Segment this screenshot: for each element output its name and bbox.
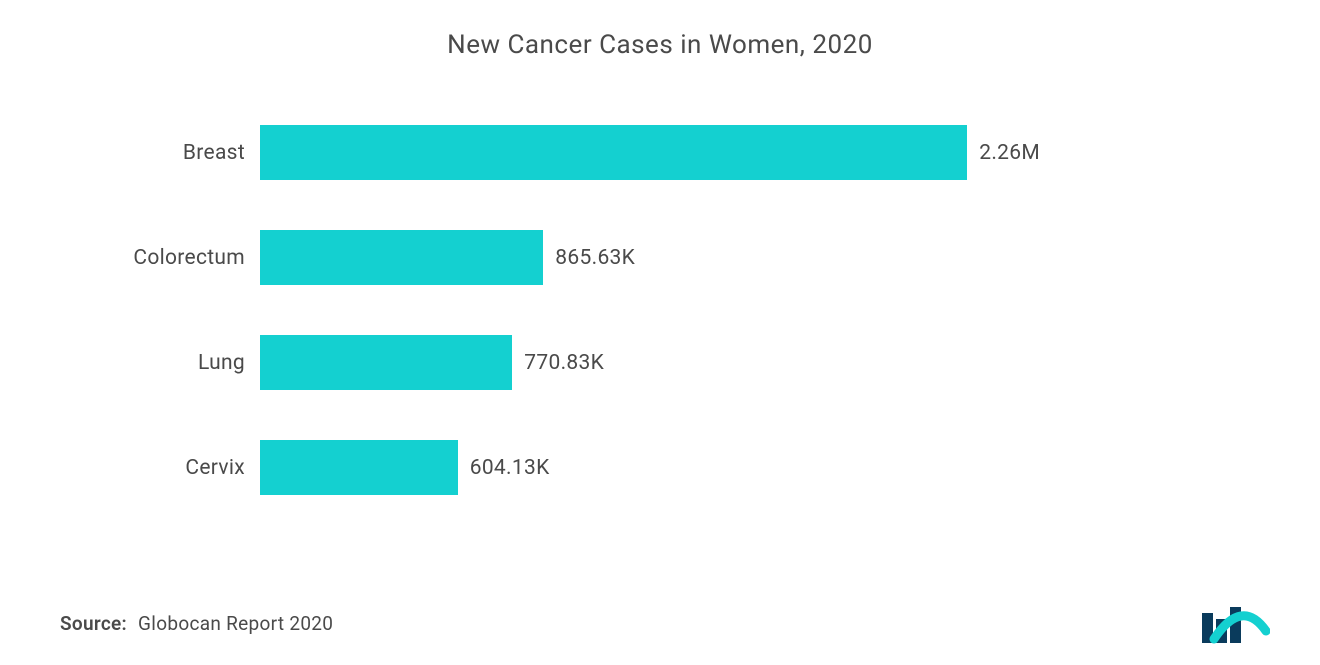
bar-fill-colorectum [260, 230, 543, 285]
bar-value-colorectum: 865.63K [555, 246, 635, 270]
bar-row: Cervix 604.13K [100, 440, 1260, 495]
bar-label-breast: Breast [100, 141, 260, 165]
bar-label-lung: Lung [100, 351, 260, 375]
bar-label-colorectum: Colorectum [100, 246, 260, 270]
bar-fill-breast [260, 125, 967, 180]
bar-value-lung: 770.83K [524, 351, 604, 375]
source-prefix: Source: [60, 612, 127, 635]
mordor-logo-icon [1200, 605, 1270, 647]
source-line: Source: Globocan Report 2020 [60, 612, 333, 635]
bar-track: 2.26M [260, 125, 1040, 180]
bar-label-cervix: Cervix [100, 456, 260, 480]
chart-container: New Cancer Cases in Women, 2020 Breast 2… [0, 0, 1320, 665]
bar-fill-lung [260, 335, 512, 390]
bar-track: 865.63K [260, 230, 1040, 285]
source-text: Globocan Report 2020 [138, 612, 333, 635]
bar-value-cervix: 604.13K [470, 456, 550, 480]
bar-track: 604.13K [260, 440, 1040, 495]
bar-fill-cervix [260, 440, 458, 495]
bar-row: Lung 770.83K [100, 335, 1260, 390]
bar-track: 770.83K [260, 335, 1040, 390]
chart-title: New Cancer Cases in Women, 2020 [60, 30, 1260, 60]
bars-area: Breast 2.26M Colorectum 865.63K Lung 770… [60, 125, 1260, 495]
bar-row: Colorectum 865.63K [100, 230, 1260, 285]
bar-row: Breast 2.26M [100, 125, 1260, 180]
bar-value-breast: 2.26M [979, 141, 1040, 165]
